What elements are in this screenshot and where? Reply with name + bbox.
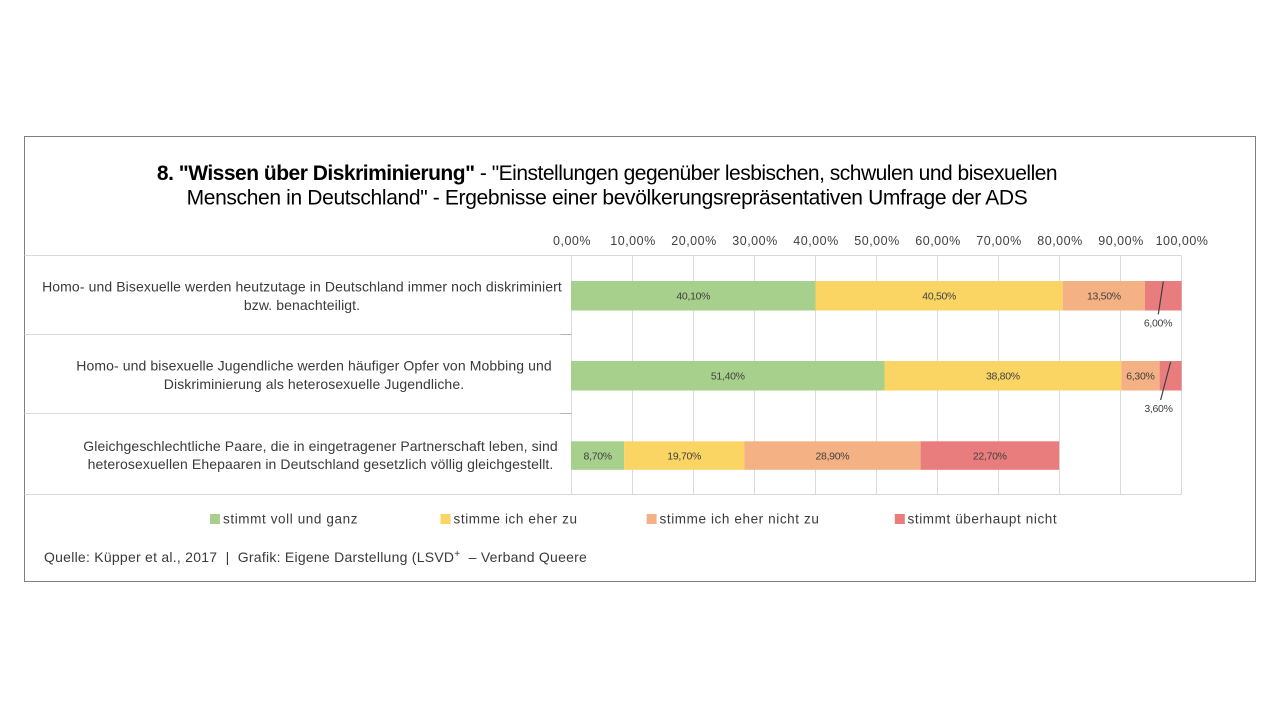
svg-text:60,00%: 60,00% xyxy=(915,234,960,248)
svg-text:heterosexuellen Ehepaaren in D: heterosexuellen Ehepaaren in Deutschland… xyxy=(88,456,554,472)
svg-text:10,00%: 10,00% xyxy=(610,234,655,248)
svg-text:38,80%: 38,80% xyxy=(986,371,1020,383)
svg-text:Homo- und Bisexuelle werden he: Homo- und Bisexuelle werden heutzutage i… xyxy=(42,279,562,295)
svg-text:8. "Wissen über Diskriminierun: 8. "Wissen über Diskriminierung" - "Eins… xyxy=(157,162,1057,185)
svg-text:51,40%: 51,40% xyxy=(711,371,745,383)
svg-text:40,50%: 40,50% xyxy=(922,291,956,303)
svg-text:stimmt voll und ganz: stimmt voll und ganz xyxy=(223,512,358,527)
svg-text:Homo- und bisexuelle Jugendlic: Homo- und bisexuelle Jugendliche werden … xyxy=(76,358,552,374)
svg-text:3,60%: 3,60% xyxy=(1144,403,1172,415)
svg-text:13,50%: 13,50% xyxy=(1087,291,1121,303)
svg-text:bzw. benachteiligt.: bzw. benachteiligt. xyxy=(244,297,360,313)
svg-text:50,00%: 50,00% xyxy=(854,234,899,248)
svg-text:30,00%: 30,00% xyxy=(732,234,777,248)
svg-text:Diskriminierung als heterosexu: Diskriminierung als heterosexuelle Jugen… xyxy=(164,376,464,392)
svg-text:0,00%: 0,00% xyxy=(553,234,591,248)
svg-text:6,30%: 6,30% xyxy=(1126,371,1154,383)
svg-text:40,00%: 40,00% xyxy=(793,234,838,248)
svg-text:Menschen in Deutschland" - Erg: Menschen in Deutschland" - Ergebnisse ei… xyxy=(187,187,1028,210)
svg-text:19,70%: 19,70% xyxy=(667,451,701,463)
svg-text:20,00%: 20,00% xyxy=(671,234,716,248)
svg-text:Gleichgeschlechtliche Paare, d: Gleichgeschlechtliche Paare, die in eing… xyxy=(83,438,557,454)
svg-text:stimme ich eher zu: stimme ich eher zu xyxy=(454,512,578,527)
svg-text:90,00%: 90,00% xyxy=(1098,234,1143,248)
svg-text:Quelle: Küpper et al., 2017 |: Quelle: Küpper et al., 2017 | Grafik: Ei… xyxy=(44,549,587,565)
svg-text:22,70%: 22,70% xyxy=(973,451,1007,463)
svg-text:stimmt überhaupt nicht: stimmt überhaupt nicht xyxy=(908,512,1058,527)
svg-text:40,10%: 40,10% xyxy=(676,291,710,303)
svg-text:80,00%: 80,00% xyxy=(1037,234,1082,248)
svg-text:28,90%: 28,90% xyxy=(815,451,849,463)
svg-text:6,00%: 6,00% xyxy=(1144,318,1172,330)
svg-text:8,70%: 8,70% xyxy=(584,451,612,463)
svg-text:100,00%: 100,00% xyxy=(1156,234,1209,248)
svg-text:stimme ich eher nicht zu: stimme ich eher nicht zu xyxy=(660,512,820,527)
svg-text:70,00%: 70,00% xyxy=(976,234,1021,248)
